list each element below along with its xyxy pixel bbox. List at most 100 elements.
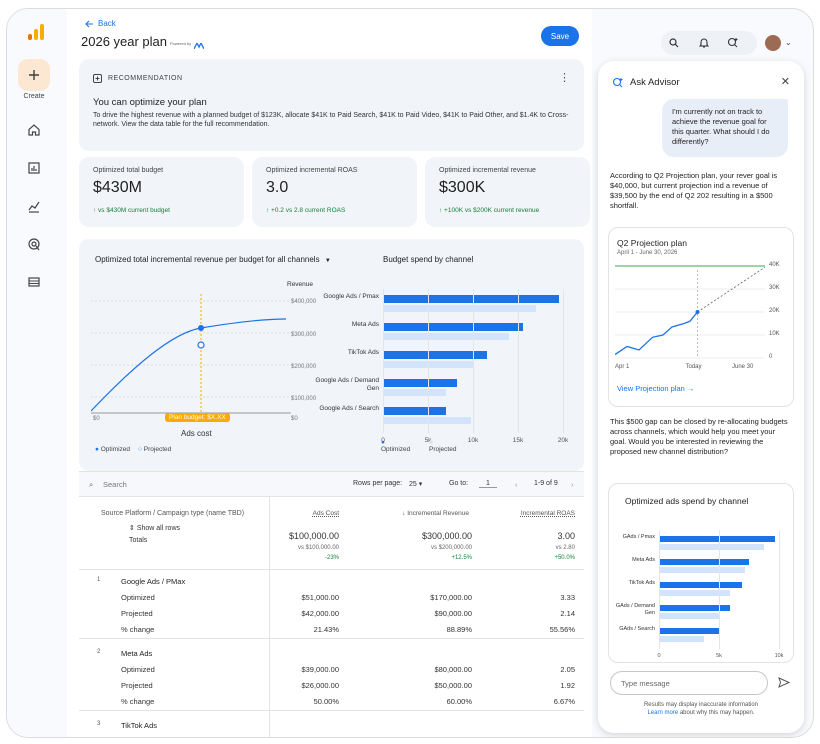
- more-vert-icon[interactable]: ⋮: [559, 72, 570, 84]
- optimized-spend-title: Optimized ads spend by channel: [625, 496, 749, 506]
- bar-optimized[interactable]: [659, 582, 742, 589]
- search-icon[interactable]: [669, 38, 679, 48]
- projected-point[interactable]: [197, 341, 205, 349]
- kpi-card-roas: Optimized incremental ROAS 3.0 ↑ +0.2 vs…: [252, 157, 417, 227]
- bar-projected[interactable]: [659, 613, 719, 620]
- col-header-revenue[interactable]: ↓ Incremental Revenue: [402, 510, 469, 517]
- goto-input[interactable]: 1: [479, 480, 497, 488]
- home-icon[interactable]: [27, 123, 41, 137]
- cell-roas: 2.05: [560, 665, 575, 674]
- bar-projected[interactable]: [383, 388, 446, 397]
- optimized-point[interactable]: [198, 325, 204, 331]
- notifications-icon[interactable]: [699, 37, 709, 48]
- kpi-label: Optimized incremental ROAS: [266, 167, 358, 174]
- cell-ads-cost: $51,000.00: [301, 593, 339, 602]
- cell-revenue: $50,000.00: [434, 681, 472, 690]
- view-projection-label: View Projection plan: [617, 384, 685, 393]
- bar-projected[interactable]: [383, 304, 536, 313]
- meridian-logo-icon: [194, 43, 205, 49]
- actual-line: [615, 311, 699, 356]
- back-label: Back: [98, 19, 116, 28]
- projection-chart: [615, 265, 765, 359]
- legend-optimized: Optimized: [381, 446, 411, 453]
- bar-projected[interactable]: [659, 544, 764, 551]
- data-table-icon[interactable]: [27, 275, 41, 289]
- rows-per-page-label: Rows per page:: [353, 480, 403, 487]
- kpi-card-revenue: Optimized incremental revenue $300K ↑ +1…: [425, 157, 590, 227]
- close-icon[interactable]: ✕: [780, 76, 790, 88]
- totals-revenue: $300,000.00: [421, 531, 472, 541]
- prev-page-icon[interactable]: ‹: [515, 480, 518, 489]
- col-header-roas[interactable]: Incremental ROAS: [520, 510, 575, 517]
- learn-more-link[interactable]: Learn more: [647, 710, 679, 716]
- y-tick: $400,000: [291, 299, 317, 305]
- cell-roas: 55.56%: [549, 625, 575, 634]
- chevron-down-icon[interactable]: ⌄: [785, 38, 792, 47]
- search-input[interactable]: Search: [103, 480, 127, 489]
- kpi-delta: ↑ +0.2 vs 2.8 current ROAS: [266, 207, 346, 214]
- create-button[interactable]: [18, 59, 50, 91]
- curve-chart-title-row[interactable]: Optimized total incremental revenue per …: [95, 255, 331, 264]
- bar-optimized[interactable]: [659, 559, 749, 566]
- col-header-source[interactable]: Source Platform / Campaign type (name TB…: [101, 510, 245, 517]
- cell-revenue: 60.00%: [446, 697, 472, 706]
- advisor-reply-1: According to Q2 Projection plan, your re…: [610, 171, 778, 210]
- message-input[interactable]: Type message: [610, 671, 768, 695]
- x-tick: Apr 1: [615, 364, 630, 370]
- bar-optimized[interactable]: [383, 295, 559, 303]
- gridline: [719, 530, 720, 649]
- x-tick: 20k: [557, 437, 569, 444]
- bar-projected[interactable]: [659, 636, 704, 643]
- x-tick: 0: [381, 437, 385, 444]
- cell-roas: 1.92: [560, 681, 575, 690]
- bar-projected[interactable]: [383, 332, 509, 341]
- row-label: Optimized: [121, 593, 155, 602]
- col-header-ads-cost[interactable]: Ads Cost: [312, 510, 339, 517]
- left-rail: Create: [7, 9, 67, 737]
- page-info: 1-9 of 9: [534, 480, 558, 487]
- save-button[interactable]: Save: [541, 26, 579, 46]
- reports-icon[interactable]: [27, 161, 41, 175]
- search-icon[interactable]: ⌕: [89, 480, 94, 489]
- show-all-rows-toggle[interactable]: ⇕ Show all rows: [129, 525, 180, 532]
- advertising-icon[interactable]: [27, 237, 41, 251]
- advisor-reply-2: This $500 gap can be closed by re-alloca…: [610, 417, 788, 456]
- view-projection-link[interactable]: View Projection plan →: [617, 384, 695, 393]
- row-divider: [79, 569, 584, 570]
- next-page-icon[interactable]: ›: [571, 480, 574, 489]
- totals-label: Totals: [129, 537, 148, 544]
- x-tick: 10k: [774, 653, 784, 659]
- bar-optimized[interactable]: [659, 605, 731, 612]
- kpi-label: Optimized total budget: [93, 167, 164, 174]
- spark-search-icon: [612, 77, 623, 88]
- recommendation-card: RECOMMENDATION ⋮ You can optimize your p…: [79, 59, 584, 151]
- legend-projected: Projected: [429, 446, 457, 453]
- bar-optimized[interactable]: [383, 351, 487, 359]
- bar-projected[interactable]: [383, 416, 472, 425]
- y-tick: 10K: [769, 331, 780, 337]
- curve-chart-title: Optimized total incremental revenue per …: [95, 255, 320, 264]
- bar-projected[interactable]: [659, 590, 731, 597]
- bar-optimized[interactable]: [383, 323, 523, 331]
- advisor-title: Ask Advisor: [630, 77, 680, 88]
- bar-optimized[interactable]: [383, 379, 457, 387]
- gridline: [659, 530, 660, 649]
- bar-category-label: TikTok Ads: [628, 580, 655, 586]
- rows-per-page-select[interactable]: 25 ▾: [409, 481, 423, 488]
- bar-optimized[interactable]: [659, 628, 719, 635]
- gridline: [383, 289, 384, 433]
- back-link[interactable]: Back: [85, 19, 116, 28]
- avatar[interactable]: [765, 35, 781, 51]
- bar-optimized[interactable]: [383, 407, 446, 415]
- header-actions: [661, 31, 757, 55]
- send-icon[interactable]: [778, 677, 790, 688]
- bar-projected[interactable]: [659, 567, 746, 574]
- bar-optimized[interactable]: [659, 536, 776, 543]
- recommendation-heading: You can optimize your plan: [93, 97, 207, 108]
- legend-projected-item: ○ Projected: [138, 446, 172, 453]
- ask-advisor-icon[interactable]: [727, 37, 739, 48]
- recommendation-body: To drive the highest revenue with a plan…: [93, 112, 569, 128]
- explore-icon[interactable]: [27, 199, 41, 213]
- x-tick: 10k: [467, 437, 479, 444]
- table-toolbar: ⌕ Search Rows per page: 25 ▾ Go to: 1 ‹ …: [79, 471, 584, 497]
